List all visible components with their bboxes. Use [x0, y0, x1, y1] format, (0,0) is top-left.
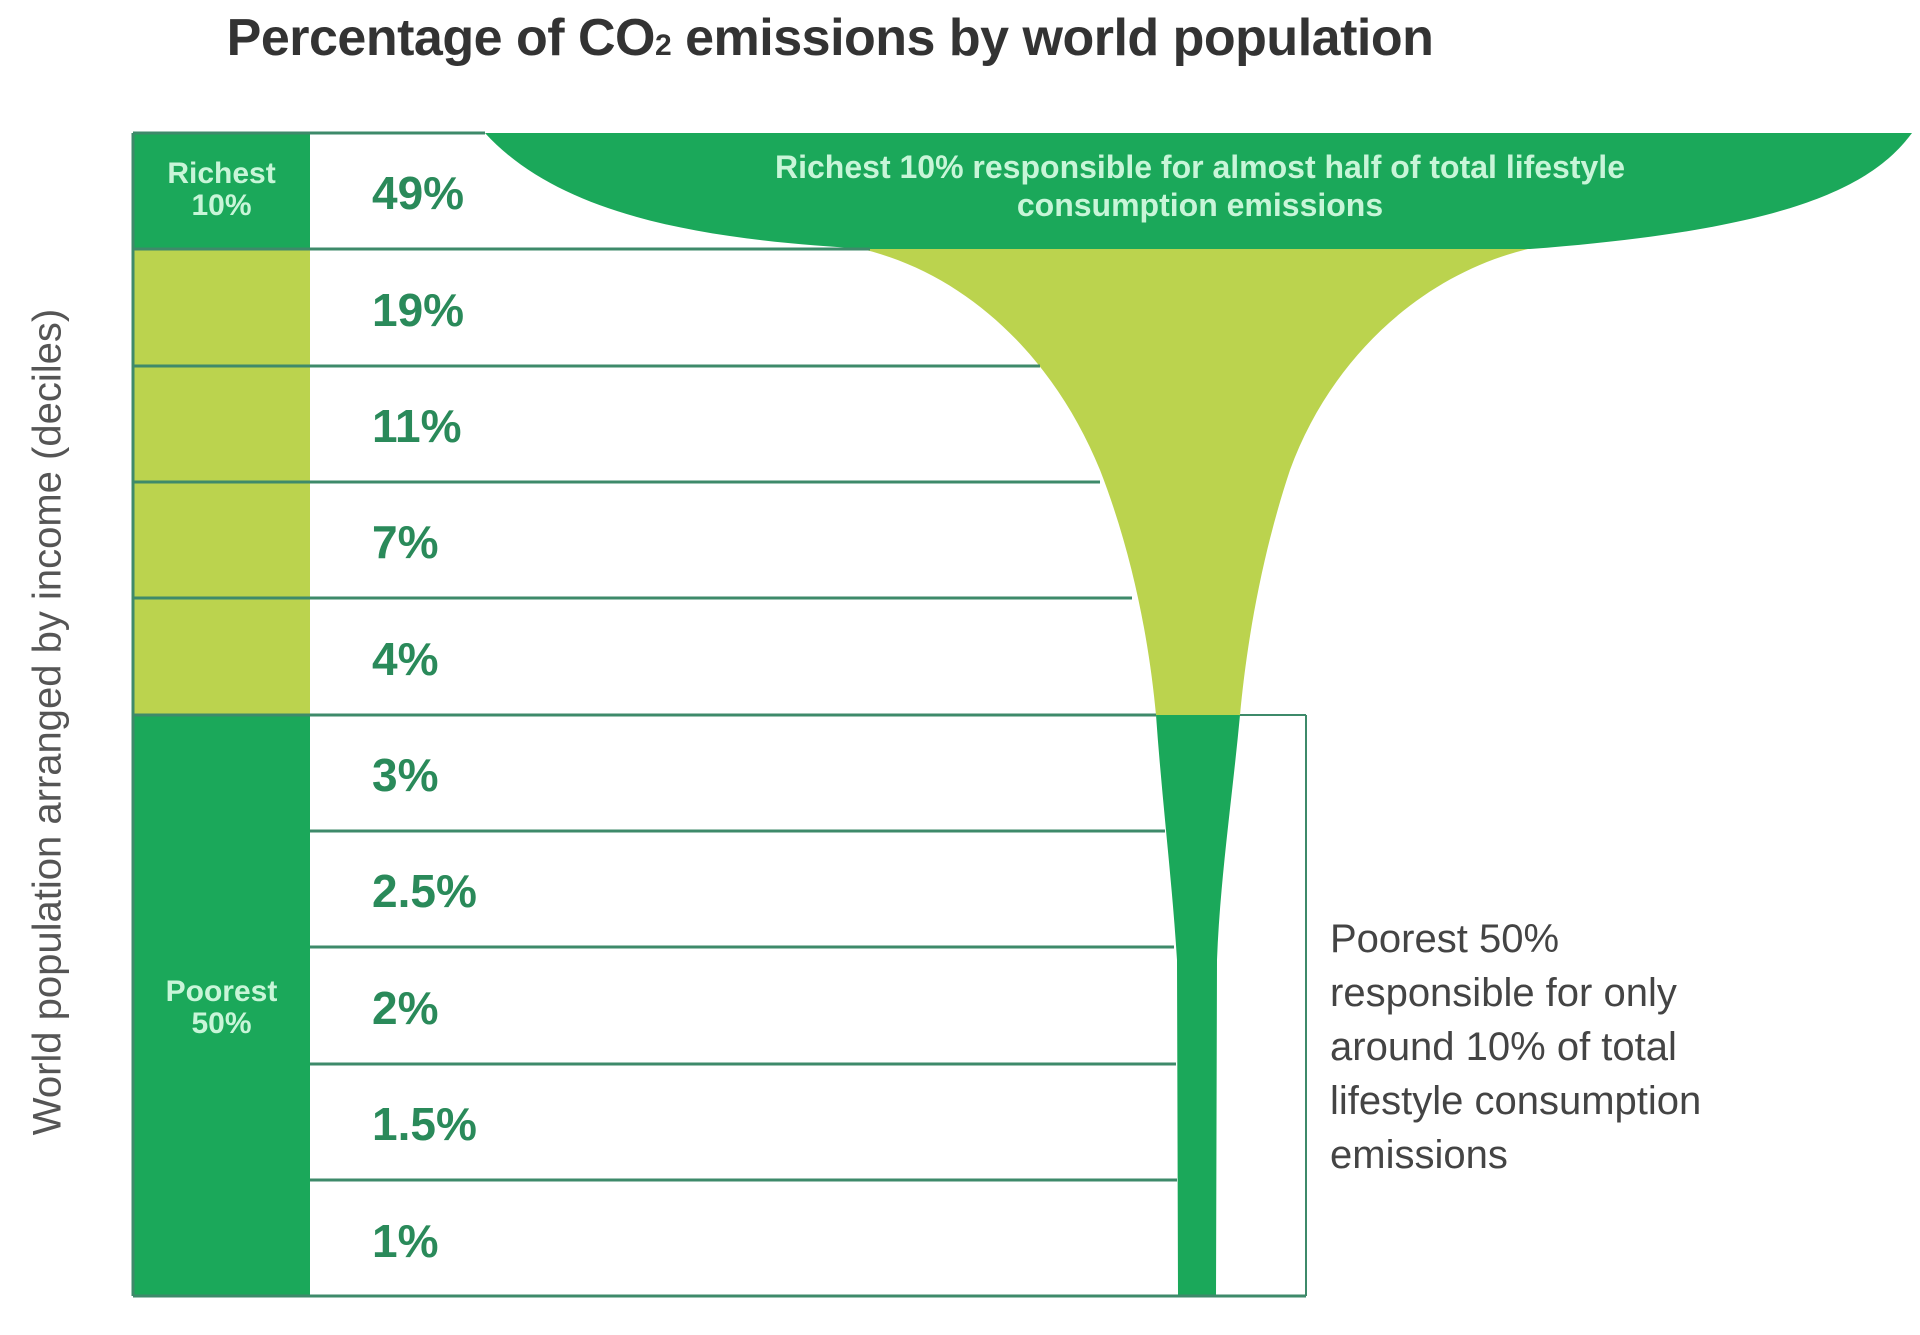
richest-label-line1: Richest — [167, 157, 276, 190]
richest-annotation-line2: consumption emissions — [1016, 187, 1384, 223]
poorest-label: Poorest 50% — [133, 976, 310, 1040]
decile-value: 7% — [372, 516, 439, 568]
title-subscript: 2 — [654, 29, 672, 62]
title-text-suffix: emissions by world population — [671, 9, 1434, 67]
poorest-annotation: Poorest 50% responsible for only around … — [1330, 917, 1702, 1177]
decile-value: 4% — [372, 633, 439, 685]
decile-value: 19% — [372, 284, 465, 336]
richest-annotation: Richest 10% responsible for almost half … — [700, 148, 1700, 224]
funnel-top — [485, 133, 1912, 249]
funnel-middle — [862, 249, 1528, 715]
decile-value: 1% — [372, 1215, 439, 1267]
decile-value: 2.5% — [372, 865, 477, 917]
poorest-block — [133, 715, 310, 1296]
richest-block — [133, 133, 310, 249]
decile-value: 2% — [372, 982, 439, 1034]
richest-label: Richest 10% — [133, 158, 310, 222]
chart-title: Percentage of CO2 emissions by world pop… — [0, 8, 1660, 68]
decile-value: 11% — [372, 400, 462, 452]
funnel-neck — [1156, 715, 1240, 1296]
decile-value: 49% — [372, 167, 465, 219]
decile-value: 3% — [372, 749, 439, 801]
title-text: Percentage of CO — [226, 9, 656, 67]
poorest-label-line1: Poorest — [165, 975, 278, 1008]
poorest-label-line2: 50% — [191, 1007, 252, 1040]
decile-value: 1.5% — [372, 1098, 477, 1150]
richest-label-line2: 10% — [191, 189, 252, 222]
richest-annotation-line1: Richest 10% responsible for almost half … — [775, 149, 1625, 185]
